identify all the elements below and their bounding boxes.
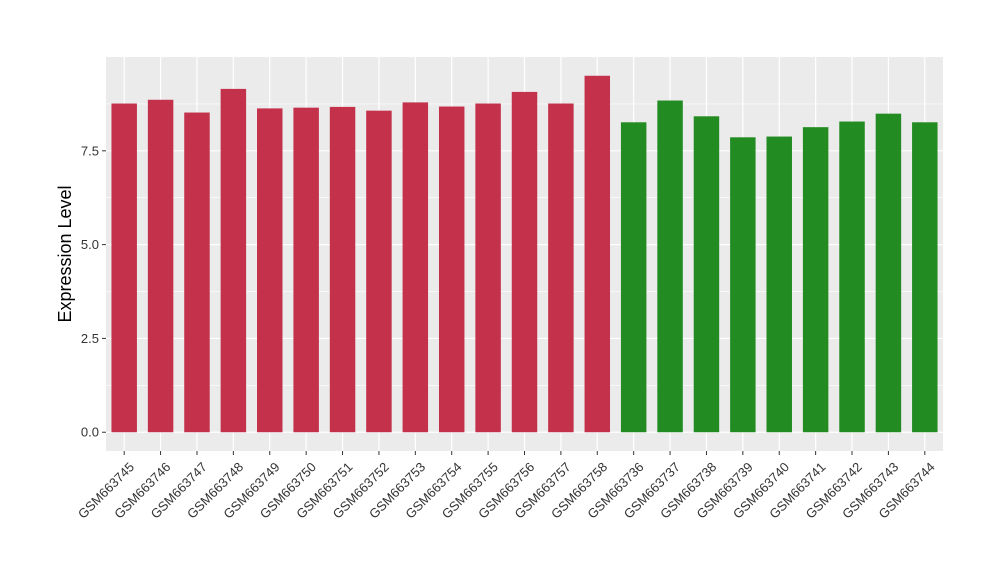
bar-GSM663748 <box>220 88 247 433</box>
bar-GSM663752 <box>366 110 392 433</box>
bar-GSM663758 <box>584 75 611 433</box>
y-tick-label: 5.0 <box>81 237 99 252</box>
bar-GSM663739 <box>730 137 756 433</box>
bar-GSM663756 <box>511 91 538 433</box>
bar-GSM663747 <box>184 112 210 433</box>
bar-GSM663744 <box>912 122 938 433</box>
bar-GSM663750 <box>293 107 319 433</box>
bar-GSM663736 <box>620 122 647 433</box>
bar-GSM663741 <box>802 127 829 433</box>
bar-GSM663740 <box>766 136 792 433</box>
bar-GSM663745 <box>111 103 137 433</box>
bar-GSM663757 <box>548 103 574 433</box>
bars <box>111 75 938 433</box>
y-tick-label: 0.0 <box>81 425 99 440</box>
bar-GSM663742 <box>839 121 865 433</box>
bar-GSM663738 <box>693 116 720 433</box>
bar-GSM663753 <box>402 102 429 433</box>
bar-GSM663755 <box>475 103 501 433</box>
y-tick-label: 2.5 <box>81 331 99 346</box>
bar-GSM663749 <box>257 108 283 433</box>
x-axis: GSM663745GSM663746GSM663747GSM663748GSM6… <box>75 451 938 522</box>
bar-GSM663751 <box>329 106 356 433</box>
y-tick-label: 7.5 <box>81 143 99 158</box>
bar-GSM663746 <box>147 99 174 433</box>
bar-GSM663754 <box>438 106 465 433</box>
y-axis-title: Expression Level <box>55 185 75 322</box>
y-axis: 0.0 2.5 5.0 7.5 <box>81 143 106 440</box>
bar-GSM663737 <box>657 100 683 433</box>
bar-GSM663743 <box>875 113 902 433</box>
